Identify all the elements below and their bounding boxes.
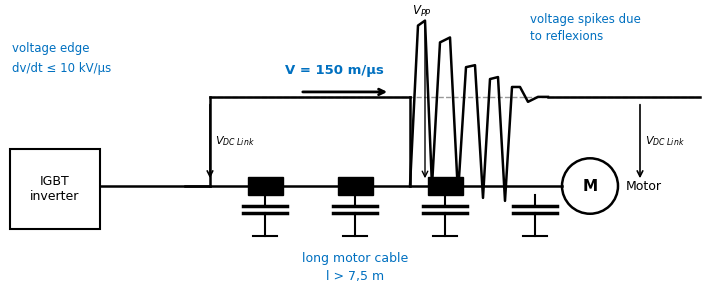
Bar [10, 150, 100, 229]
Text: $V_{DC\ Link}$: $V_{DC\ Link}$ [215, 135, 255, 148]
Text: l > 7,5 m: l > 7,5 m [326, 270, 384, 283]
Text: M: M [582, 178, 597, 194]
Text: $V_{DC\ Link}$: $V_{DC\ Link}$ [645, 135, 685, 148]
Text: Motor: Motor [626, 180, 662, 192]
Text: long motor cable: long motor cable [302, 252, 408, 265]
Text: dv/dt ≤ 10 kV/μs: dv/dt ≤ 10 kV/μs [12, 62, 111, 75]
Text: $V_{PP}$: $V_{PP}$ [412, 4, 432, 19]
Text: voltage edge: voltage edge [12, 42, 90, 55]
Bar [247, 177, 282, 195]
Text: voltage spikes due
to reflexions: voltage spikes due to reflexions [530, 13, 641, 43]
Text: V = 150 m/μs: V = 150 m/μs [285, 64, 384, 77]
Text: IGBT
inverter: IGBT inverter [31, 175, 80, 203]
Bar [427, 177, 462, 195]
Bar [338, 177, 373, 195]
